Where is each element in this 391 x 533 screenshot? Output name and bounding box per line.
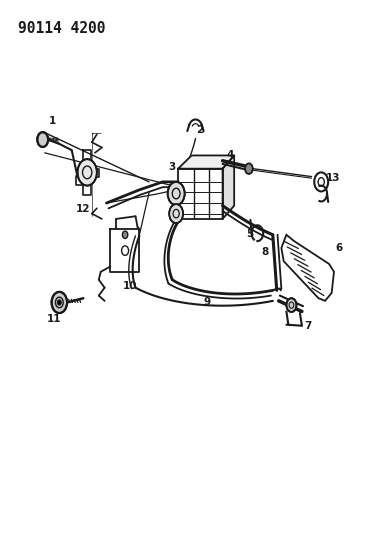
Text: 3: 3 — [169, 162, 176, 172]
Polygon shape — [222, 156, 234, 219]
Circle shape — [245, 164, 253, 174]
Polygon shape — [282, 235, 334, 301]
Circle shape — [77, 159, 97, 185]
Circle shape — [168, 182, 185, 205]
Polygon shape — [75, 150, 99, 195]
Text: 4: 4 — [227, 150, 234, 160]
Text: 5: 5 — [246, 229, 253, 239]
Polygon shape — [178, 156, 234, 168]
Circle shape — [37, 132, 48, 147]
Text: 11: 11 — [47, 314, 61, 325]
Text: 9: 9 — [204, 297, 211, 308]
Text: 90114 4200: 90114 4200 — [18, 21, 105, 36]
Circle shape — [122, 231, 128, 238]
Circle shape — [286, 298, 296, 312]
Polygon shape — [93, 134, 101, 216]
Circle shape — [169, 204, 183, 223]
Polygon shape — [178, 168, 222, 219]
Text: 1: 1 — [49, 116, 56, 126]
Text: 2: 2 — [196, 125, 203, 135]
Text: 12: 12 — [76, 204, 91, 214]
Text: 10: 10 — [122, 280, 137, 290]
Polygon shape — [110, 230, 140, 272]
Circle shape — [52, 292, 67, 313]
Circle shape — [57, 300, 61, 305]
Text: 7: 7 — [304, 321, 311, 331]
Text: 13: 13 — [326, 173, 340, 183]
Text: 6: 6 — [335, 243, 342, 253]
Text: 8: 8 — [262, 247, 269, 257]
